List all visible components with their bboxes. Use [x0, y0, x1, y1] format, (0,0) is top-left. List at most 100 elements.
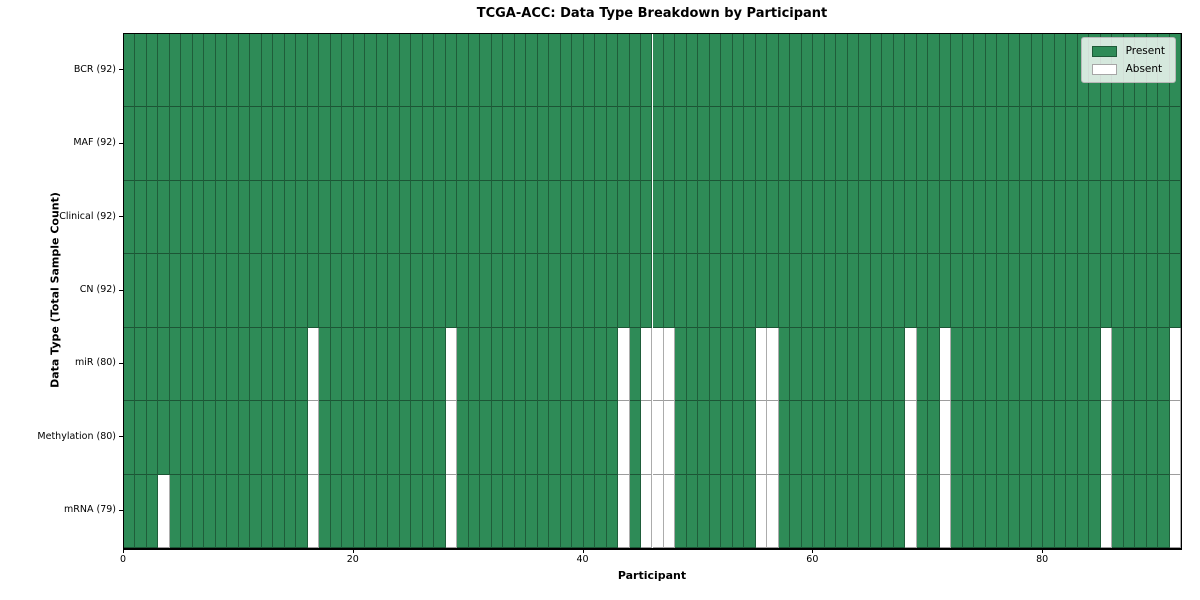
heatmap-cell: [537, 401, 550, 475]
heatmap-cell: [882, 474, 894, 548]
heatmap-cell: [905, 474, 917, 548]
heatmap-cell: [422, 34, 435, 108]
heatmap-cell: [583, 474, 596, 548]
plot-area: Present Absent: [123, 33, 1182, 550]
chart-title: TCGA-ACC: Data Type Breakdown by Partici…: [476, 6, 828, 21]
heatmap-cell: [445, 474, 458, 548]
heatmap-cell: [238, 34, 251, 108]
heatmap-cell: [526, 180, 538, 255]
heatmap-cell: [916, 401, 929, 475]
heatmap-cell: [124, 180, 136, 255]
x-tick-label: 80: [1036, 554, 1049, 565]
heatmap-cell: [158, 180, 170, 255]
heatmap-cell: [319, 180, 331, 255]
heatmap-cell: [778, 107, 791, 181]
heatmap-cell: [181, 107, 193, 181]
heatmap-cell: [744, 34, 756, 108]
heatmap-cell: [583, 401, 596, 475]
heatmap-cell: [514, 254, 527, 328]
heatmap-cell: [146, 180, 159, 255]
heatmap-cell: [549, 474, 561, 548]
heatmap-cell: [353, 401, 366, 475]
heatmap-cell: [974, 107, 986, 181]
heatmap-cell: [284, 254, 297, 328]
heatmap-cell: [606, 34, 619, 108]
heatmap-cell: [1123, 180, 1136, 255]
heatmap-cell: [836, 474, 848, 548]
heatmap-cell: [480, 327, 492, 402]
heatmap-cell: [192, 107, 205, 181]
heatmap-cell: [124, 327, 136, 402]
heatmap-cell: [215, 107, 228, 181]
heatmap-cell: [652, 180, 664, 255]
heatmap-cell: [549, 34, 561, 108]
absent-swatch: [1091, 63, 1117, 75]
heatmap-cell: [629, 107, 641, 181]
heatmap-cell: [181, 34, 193, 108]
heatmap-cell: [1135, 327, 1147, 402]
heatmap-cell: [721, 180, 733, 255]
heatmap-cell: [1020, 107, 1032, 181]
heatmap-cell: [686, 254, 699, 328]
heatmap-cell: [893, 180, 906, 255]
heatmap-cell: [755, 474, 768, 548]
heatmap-cell: [158, 254, 170, 328]
heatmap-cell: [169, 107, 182, 181]
heatmap-cell: [1066, 34, 1078, 108]
heatmap-cell: [1123, 401, 1136, 475]
heatmap-cell: [801, 401, 814, 475]
heatmap-cell: [847, 474, 860, 548]
heatmap-cell: [686, 107, 699, 181]
heatmap-cell: [755, 254, 768, 328]
heatmap-cell: [1100, 401, 1113, 475]
heatmap-cell: [296, 180, 308, 255]
heatmap-cell: [595, 34, 607, 108]
heatmap-cell: [342, 327, 354, 402]
heatmap-cell: [1054, 107, 1067, 181]
heatmap-cell: [939, 107, 952, 181]
heatmap-cell: [526, 474, 538, 548]
heatmap-cell: [1031, 254, 1044, 328]
heatmap-cell: [629, 254, 641, 328]
heatmap-cell: [997, 254, 1009, 328]
heatmap-cell: [399, 401, 412, 475]
heatmap-cell: [641, 107, 653, 181]
heatmap-cell: [801, 34, 814, 108]
heatmap-cell: [951, 180, 963, 255]
heatmap-cell: [985, 180, 998, 255]
heatmap-cell: [1054, 401, 1067, 475]
heatmap-cell: [893, 474, 906, 548]
heatmap-cell: [1008, 401, 1021, 475]
heatmap-cell: [663, 107, 676, 181]
heatmap-cell: [204, 401, 216, 475]
heatmap-cell: [859, 327, 871, 402]
heatmap-cell: [721, 34, 733, 108]
heatmap-cell: [813, 474, 825, 548]
heatmap-cell: [296, 107, 308, 181]
heatmap-cell: [1043, 254, 1055, 328]
heatmap-cell: [181, 401, 193, 475]
heatmap-cell: [135, 401, 147, 475]
heatmap-cell: [491, 401, 504, 475]
heatmap-cell: [686, 401, 699, 475]
heatmap-cell: [1158, 327, 1170, 402]
heatmap-cell: [813, 254, 825, 328]
heatmap-cell: [124, 254, 136, 328]
heatmap-cell: [1146, 107, 1159, 181]
heatmap-cell: [1066, 327, 1078, 402]
heatmap-cell: [744, 180, 756, 255]
heatmap-cell: [709, 107, 722, 181]
heatmap-cell: [928, 401, 940, 475]
heatmap-cell: [261, 327, 274, 402]
heatmap-cell: [824, 401, 837, 475]
heatmap-cell: [250, 401, 262, 475]
heatmap-cell: [445, 107, 458, 181]
heatmap-cell: [755, 107, 768, 181]
heatmap-cell: [744, 107, 756, 181]
heatmap-cell: [503, 107, 515, 181]
heatmap-cell: [767, 34, 779, 108]
heatmap-cell: [732, 180, 745, 255]
heatmap-cell: [836, 327, 848, 402]
heatmap-cell: [997, 327, 1009, 402]
heatmap-cell: [468, 107, 481, 181]
